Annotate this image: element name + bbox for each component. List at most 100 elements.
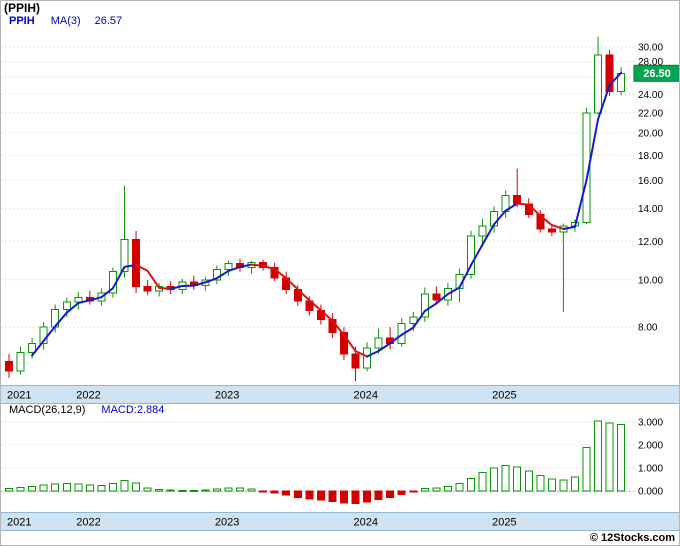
year-label: 2024 bbox=[354, 517, 378, 529]
ma-segment bbox=[458, 264, 472, 289]
ma-segment bbox=[516, 202, 530, 206]
ma-segment bbox=[65, 302, 80, 314]
candle-up bbox=[16, 352, 25, 372]
price-tick-label: 14.00 bbox=[638, 204, 663, 215]
ma-segment bbox=[77, 299, 91, 305]
macd-bar-positive bbox=[212, 488, 221, 492]
ma-segment bbox=[354, 350, 369, 358]
ma-segment bbox=[389, 333, 403, 345]
price-tick-label: 24.00 bbox=[638, 90, 663, 101]
gridlines bbox=[1, 46, 635, 492]
macd-bar-positive bbox=[155, 488, 164, 492]
last-price-badge-text: 26.50 bbox=[643, 68, 671, 80]
macd-bar-positive bbox=[605, 422, 614, 492]
macd-bar-positive bbox=[189, 489, 198, 492]
year-label: 2022 bbox=[76, 517, 100, 529]
year-label: 2023 bbox=[215, 390, 239, 402]
macd-bar-positive bbox=[524, 470, 533, 492]
macd-bar-positive bbox=[108, 483, 117, 492]
ma-segment bbox=[135, 263, 149, 272]
macd-bar-positive bbox=[166, 489, 175, 492]
macd-bar-negative bbox=[339, 490, 348, 504]
price-tick-label: 8.00 bbox=[638, 323, 658, 334]
macd-bar-positive bbox=[62, 483, 71, 492]
price-tick-label: 22.00 bbox=[638, 108, 663, 119]
ma-segment bbox=[597, 84, 611, 121]
macd-bar-positive bbox=[443, 485, 452, 492]
ma-segment bbox=[319, 309, 334, 322]
candle-up bbox=[409, 316, 418, 324]
price-tick-label: 10.00 bbox=[638, 275, 663, 286]
ma-segment bbox=[42, 325, 57, 342]
macd-bar-negative bbox=[270, 490, 279, 494]
year-label: 2024 bbox=[354, 390, 378, 402]
macd-bar-positive bbox=[201, 489, 210, 492]
macd-bar-positive bbox=[467, 477, 475, 492]
candle-up bbox=[467, 235, 475, 276]
price-tick-label: 28.00 bbox=[638, 57, 663, 68]
macd-bar-positive bbox=[16, 487, 25, 492]
candle-up bbox=[594, 54, 603, 114]
macd-bar-negative bbox=[293, 490, 302, 498]
x-axis-bands: 2021 2022 2023 2024 2025 2021 2022 2023 2024 2025 bbox=[1, 385, 679, 531]
macd-tick-label: 1.000 bbox=[638, 464, 663, 475]
macd-bar-positive bbox=[74, 483, 83, 492]
macd-tick-label: 3.000 bbox=[638, 418, 663, 429]
ma-segment bbox=[146, 269, 161, 289]
macd-bar-negative bbox=[363, 490, 372, 503]
macd-bar-positive bbox=[513, 466, 522, 492]
ma-segment bbox=[169, 284, 184, 290]
macd-bar-negative bbox=[305, 490, 314, 500]
candle-up bbox=[120, 238, 129, 273]
macd-bar-negative bbox=[282, 490, 291, 496]
ma-segment bbox=[562, 225, 576, 230]
legend-ma-value: 26.57 bbox=[94, 15, 123, 27]
ma-segment bbox=[296, 288, 311, 302]
year-label: 2022 bbox=[76, 390, 100, 402]
ma-segment bbox=[377, 342, 392, 353]
watermark-link[interactable]: © 12Stocks.com bbox=[589, 532, 675, 544]
price-tick-label: 12.00 bbox=[638, 237, 663, 248]
candle-down bbox=[5, 361, 13, 372]
macd-tick-label: 2.000 bbox=[638, 441, 663, 452]
macd-bar-positive bbox=[224, 487, 233, 492]
ma-segment bbox=[435, 293, 449, 305]
year-label: 2023 bbox=[215, 517, 239, 529]
macd-bar-positive bbox=[594, 420, 603, 492]
ma-segment bbox=[88, 296, 103, 302]
macd-legend: MACD(26,12,9) MACD:2.884 bbox=[9, 404, 164, 416]
ma-segment bbox=[493, 209, 507, 226]
macd-bar-positive bbox=[85, 484, 94, 492]
ma-segment bbox=[539, 214, 553, 227]
candlestick-series bbox=[5, 36, 626, 382]
candle-up bbox=[363, 347, 372, 369]
price-tick-label: 20.00 bbox=[638, 128, 663, 139]
macd-bar-positive bbox=[28, 485, 37, 492]
price-tick-label: 16.00 bbox=[638, 176, 663, 187]
candle-up bbox=[224, 263, 233, 271]
ma-segment bbox=[412, 310, 426, 329]
macd-bar-negative bbox=[351, 490, 360, 505]
year-label: 2025 bbox=[492, 390, 516, 402]
macd-bar-positive bbox=[582, 446, 591, 492]
macd-bar-positive bbox=[490, 467, 499, 492]
candle-down bbox=[605, 54, 614, 93]
year-label: 2021 bbox=[7, 390, 31, 402]
macd-bar-positive bbox=[132, 482, 141, 492]
ma-segment bbox=[423, 302, 438, 313]
macd-bar-positive bbox=[236, 487, 244, 492]
ma-segment bbox=[100, 287, 114, 299]
ma-segment bbox=[608, 71, 623, 87]
main-chart-legend: PPIH MA(3) 26.57 bbox=[9, 15, 122, 27]
candle-down bbox=[132, 238, 141, 287]
candle-down bbox=[351, 353, 360, 369]
ma-segment bbox=[308, 299, 322, 312]
macd-bar-positive bbox=[617, 424, 626, 492]
ma-segment bbox=[262, 264, 276, 271]
ma-segment bbox=[504, 202, 519, 212]
x-axis-band bbox=[1, 385, 679, 404]
candle-up bbox=[28, 343, 37, 354]
ma-segment bbox=[573, 179, 588, 228]
